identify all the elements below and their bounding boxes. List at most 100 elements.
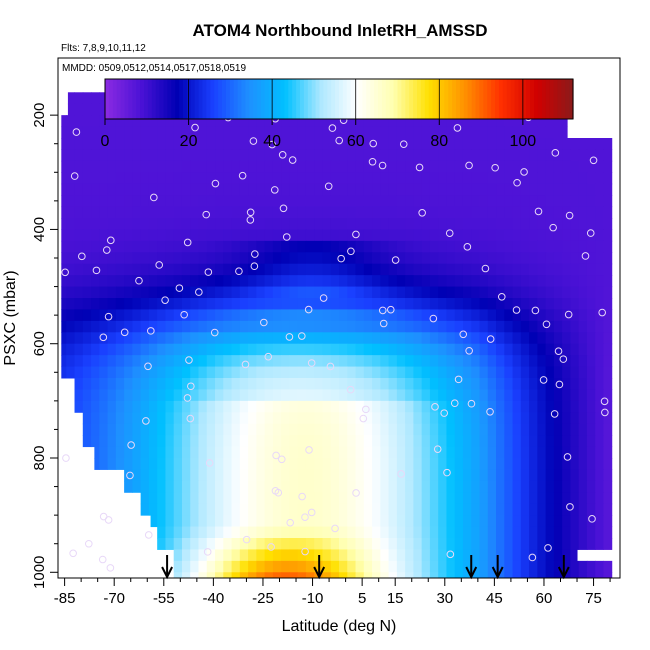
observation-point	[415, 163, 424, 172]
heatmap-cell	[520, 126, 530, 139]
colorbar-segment	[467, 79, 473, 119]
heatmap-cell	[322, 275, 332, 288]
heatmap-cell	[388, 172, 398, 185]
heatmap-cell	[429, 503, 439, 516]
heatmap-cell	[553, 389, 563, 402]
heatmap-cell	[61, 160, 67, 173]
flight-arrow-head	[161, 566, 173, 580]
heatmap-cell	[545, 309, 555, 322]
heatmap-cell	[231, 320, 241, 333]
heatmap-cell	[132, 378, 142, 390]
observation-point	[242, 535, 251, 544]
heatmap-cell	[438, 332, 447, 345]
heatmap-cell	[132, 149, 142, 162]
heatmap-cell	[545, 412, 555, 425]
heatmap-cell	[256, 309, 266, 322]
heatmap-cell	[66, 240, 76, 253]
heatmap-cell	[355, 435, 365, 448]
heatmap-cell	[405, 206, 414, 219]
heatmap-cell	[82, 160, 92, 173]
heatmap-cell	[446, 560, 456, 573]
heatmap-cell	[355, 355, 365, 368]
heatmap-cell	[520, 389, 530, 402]
heatmap-cell	[281, 172, 290, 185]
observation-point	[378, 306, 387, 315]
heatmap-cell	[396, 366, 406, 379]
heatmap-cell	[595, 343, 604, 356]
heatmap-cell	[454, 263, 464, 276]
heatmap-cell	[297, 412, 307, 425]
heatmap-cell	[305, 206, 315, 219]
heatmap-cell	[99, 400, 109, 413]
heatmap-cell	[462, 492, 472, 505]
heatmap-cell	[355, 423, 365, 436]
heatmap-cell	[82, 149, 92, 162]
heatmap-cell	[553, 195, 563, 208]
heatmap-cell	[570, 138, 580, 150]
heatmap-cell	[206, 355, 216, 368]
heatmap-cell	[124, 320, 133, 333]
heatmap-cell	[603, 526, 613, 539]
heatmap-cell	[239, 138, 249, 150]
heatmap-cell	[595, 492, 604, 505]
heatmap-cell	[446, 218, 456, 230]
heatmap-cell	[496, 320, 505, 333]
heatmap-cell	[165, 378, 175, 390]
heatmap-cell	[504, 492, 514, 505]
heatmap-cell	[264, 572, 274, 579]
heatmap-cell	[396, 115, 406, 128]
heatmap-cell	[479, 115, 489, 128]
heatmap-cell	[297, 423, 307, 436]
heatmap-cell	[496, 298, 505, 310]
heatmap-cell	[190, 309, 199, 322]
heatmap-cell	[520, 423, 530, 436]
heatmap-cell	[256, 538, 266, 550]
heatmap-cell	[165, 526, 175, 539]
heatmap-cell	[281, 160, 290, 173]
heatmap-cell	[206, 446, 216, 459]
heatmap-cell	[471, 355, 480, 368]
heatmap-cell	[553, 286, 563, 299]
heatmap-cell	[405, 446, 414, 459]
heatmap-cell	[74, 206, 84, 219]
heatmap-cell	[181, 240, 191, 253]
heatmap-cell	[272, 503, 282, 516]
heatmap-cell	[190, 492, 199, 505]
heatmap-cell	[157, 469, 166, 482]
heatmap-cell	[165, 160, 175, 173]
heatmap-cell	[496, 366, 505, 379]
heatmap-cell	[388, 526, 398, 539]
heatmap-cell	[446, 332, 456, 345]
heatmap-cell	[248, 503, 257, 516]
heatmap-cell	[190, 206, 199, 219]
heatmap-cell	[74, 286, 84, 299]
heatmap-cell	[239, 298, 249, 310]
heatmap-cell	[281, 549, 290, 562]
heatmap-cell	[504, 298, 514, 310]
heatmap-cell	[603, 229, 613, 242]
colorbar-segment	[167, 79, 172, 119]
heatmap-cell	[504, 378, 514, 390]
heatmap-cell	[124, 229, 133, 242]
heatmap-cell	[339, 560, 348, 573]
heatmap-cell	[529, 263, 538, 276]
heatmap-cell	[339, 320, 348, 333]
heatmap-cell	[132, 435, 142, 448]
heatmap-cell	[529, 480, 538, 493]
heatmap-cell	[82, 115, 92, 128]
heatmap-cell	[297, 458, 307, 470]
heatmap-cell	[438, 218, 447, 230]
heatmap-cell	[520, 560, 530, 573]
heatmap-cell	[248, 412, 257, 425]
heatmap-cell	[173, 469, 183, 482]
observation-point	[589, 156, 598, 165]
heatmap-cell	[603, 400, 613, 413]
heatmap-cell	[272, 138, 282, 150]
observation-point	[301, 513, 309, 521]
heatmap-cell	[405, 263, 414, 276]
heatmap-cell	[529, 343, 538, 356]
heatmap-cell	[74, 320, 84, 333]
heatmap-cell	[396, 240, 406, 253]
heatmap-cell	[264, 355, 274, 368]
heatmap-cell	[372, 172, 381, 185]
